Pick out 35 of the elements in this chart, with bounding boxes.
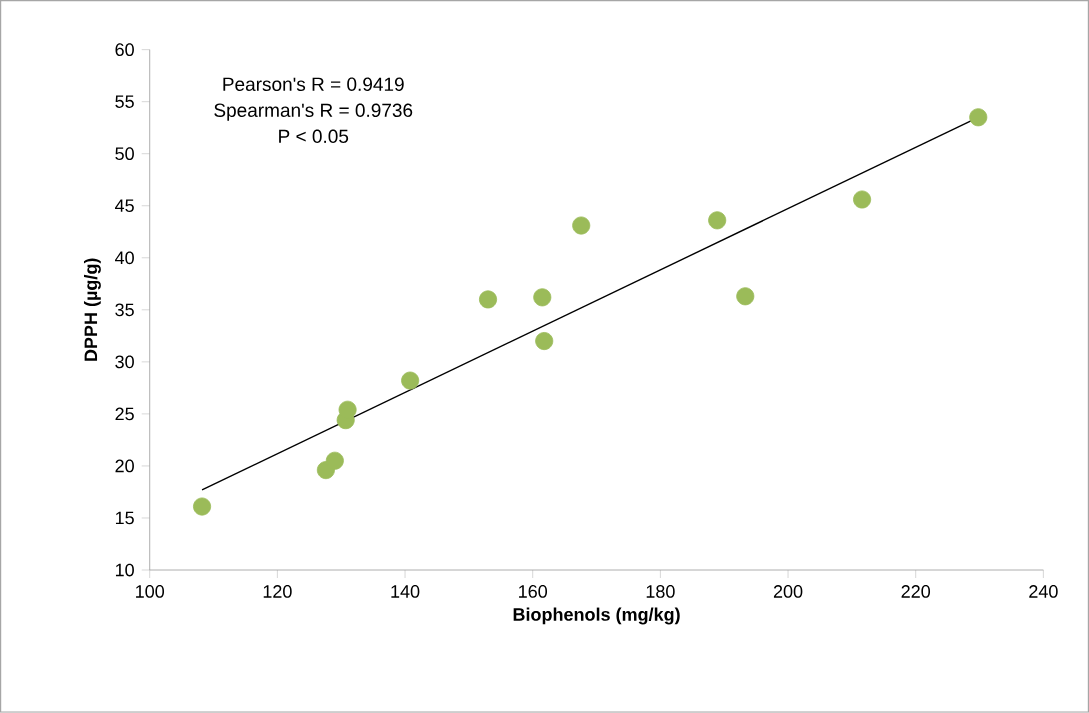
annotation: Spearman's R = 0.9736 xyxy=(214,103,413,121)
point xyxy=(325,451,344,470)
annotation: P < 0.05 xyxy=(279,129,349,144)
x-tick-label: 240 xyxy=(1029,585,1058,598)
y-tick-label: 35 xyxy=(115,303,134,317)
point xyxy=(401,371,420,390)
point xyxy=(853,190,872,209)
point xyxy=(708,211,727,230)
x-tick-label: 200 xyxy=(773,585,803,598)
y-tick-label: 15 xyxy=(115,511,134,525)
y-tick-label: 20 xyxy=(115,459,134,473)
x-tick-label: 120 xyxy=(263,585,292,598)
point xyxy=(572,216,591,235)
y-tick-label: 50 xyxy=(115,147,134,161)
y-axis-title: DPPH (µg/g) xyxy=(83,258,101,361)
y-tick-label: 45 xyxy=(115,199,134,213)
y-tick-label: 60 xyxy=(115,43,134,57)
x-tick-label: 180 xyxy=(646,585,675,598)
point xyxy=(479,290,498,309)
point xyxy=(969,108,988,127)
point xyxy=(533,288,552,307)
y-tick-label: 30 xyxy=(115,355,134,369)
y-tick-label: 25 xyxy=(115,407,134,421)
y-tick-label: 40 xyxy=(115,251,134,265)
x-tick-label: 160 xyxy=(519,585,548,598)
x-tick-label: 140 xyxy=(391,585,420,598)
x-tick-label: 220 xyxy=(901,585,931,598)
x-tick-label: 100 xyxy=(136,585,165,598)
point xyxy=(736,287,755,306)
y-tick-label: 10 xyxy=(115,563,134,577)
point xyxy=(193,497,212,516)
x-axis-title: Biophenols (mg/kg) xyxy=(513,607,680,625)
y-tick-label: 55 xyxy=(115,95,134,109)
point xyxy=(535,332,554,351)
annotation: Pearson's R = 0.9419 xyxy=(223,77,404,92)
